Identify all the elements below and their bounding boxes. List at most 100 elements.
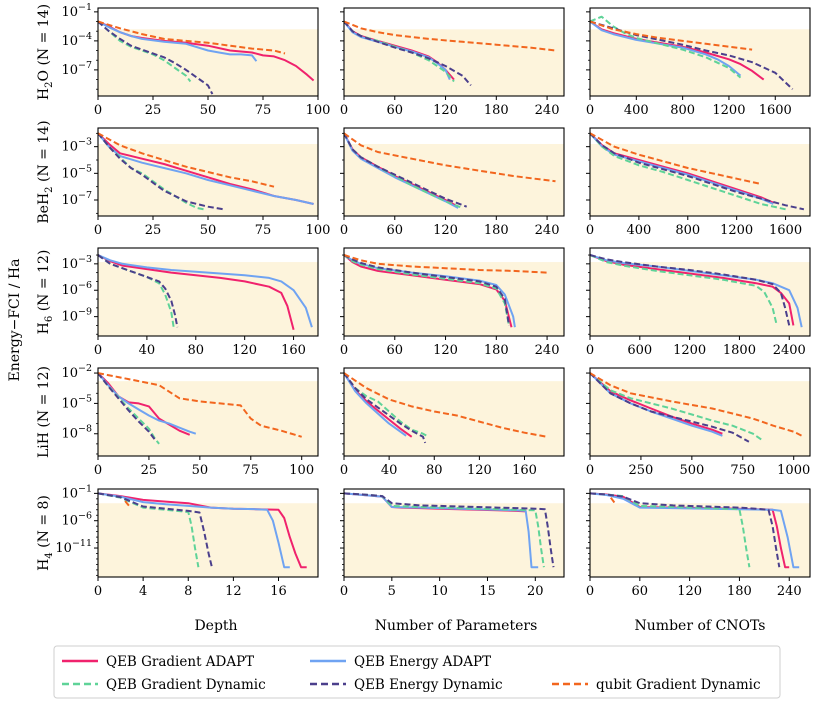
series-qeb-energy-dynamic-beh2-depth (98, 132, 224, 211)
axes-frame-h6-number-of-cnots (589, 247, 811, 337)
xtick-label: 180 (484, 343, 509, 358)
series-qubit-gradient-dynamic-h4-number-of-cnots (609, 497, 616, 504)
xtick-label: 50 (200, 223, 217, 238)
series-qubit-gradient-dynamic-h2o-depth (98, 20, 286, 55)
axes-frame-h4-depth (97, 488, 319, 578)
xtick-label: 0 (340, 223, 348, 238)
y-axis-common-label: Energy−FCI / Ha (7, 259, 23, 382)
xtick-label: 60 (632, 584, 649, 599)
panel-lih-depth: 0 25 50 75 100 10−2 10−5 10−8 LiH (N = 12) (36, 363, 319, 478)
xtick-label: 100 (289, 463, 314, 478)
series-qeb-gradient-dynamic-h6-number-of-cnots (590, 254, 778, 326)
series-qeb-energy-dynamic-h2o-number-of-parameters (344, 20, 472, 87)
series-qubit-gradient-dynamic-lih-depth (98, 372, 302, 438)
panel-h6-number-of-parameters: 0 60 120 180 240 (340, 247, 565, 358)
axes-frame-beh2-number-of-parameters (343, 127, 565, 217)
series-qeb-energy-dynamic-h4-number-of-parameters (344, 492, 555, 568)
xtick-label: 25 (145, 223, 162, 238)
xtick-label: 40 (139, 343, 156, 358)
axes-frame-h6-number-of-parameters (343, 247, 565, 337)
xtick-label: 0 (340, 103, 348, 118)
xtick-label: 120 (232, 343, 257, 358)
xtick-label: 180 (727, 584, 752, 599)
xtick-label: 0 (94, 584, 102, 599)
series-qeb-energy-dynamic-h4-depth (98, 492, 213, 568)
xtick-label: 1000 (777, 463, 810, 478)
xtick-label: 180 (484, 223, 509, 238)
xtick-label: 10 (431, 584, 448, 599)
row-label-lih: LiH (N = 12) (36, 366, 52, 458)
panel-beh2-depth: 0 25 50 75 100 10−3 10−5 10−7 BeH2 (N = 14) (36, 120, 330, 238)
xtick-label: 80 (188, 343, 205, 358)
x-axis-label-parameters: Number of Parameters (375, 618, 538, 634)
axes-frame-h2o-number-of-parameters (343, 7, 565, 97)
ytick-label: 10−6 (61, 511, 92, 529)
series-qubit-gradient-dynamic-h2o-number-of-cnots (590, 20, 753, 51)
panel-h2o-depth: 0 25 50 75 100 10−1 10−4 10−7 H2O (N = 14) (36, 2, 330, 118)
series-qeb-energy-adapt-h2o-number-of-cnots (590, 20, 742, 77)
ytick-label: 10−8 (61, 424, 92, 442)
series-qeb-energy-dynamic-h6-number-of-parameters (344, 254, 510, 326)
accuracy-band-lih-depth (98, 381, 318, 456)
series-qubit-gradient-dynamic-h6-number-of-parameters (344, 254, 548, 274)
axes-frame-lih-number-of-cnots (589, 367, 811, 457)
xtick-label: 120 (433, 343, 458, 358)
series-qeb-energy-dynamic-h6-number-of-cnots (590, 254, 791, 326)
xtick-label: 160 (281, 343, 306, 358)
series-qeb-energy-dynamic-h6-depth (98, 254, 179, 328)
xtick-label: 100 (306, 223, 331, 238)
xtick-label: 8 (184, 584, 192, 599)
xtick-label: 0 (586, 584, 594, 599)
xtick-label: 40 (381, 463, 398, 478)
xtick-label: 120 (677, 584, 702, 599)
xtick-label: 1200 (720, 223, 753, 238)
xtick-label: 250 (629, 463, 654, 478)
series-qeb-energy-adapt-lih-number-of-parameters (344, 372, 407, 437)
xtick-label: 1600 (769, 223, 802, 238)
xtick-label: 1800 (723, 343, 756, 358)
ytick-label: 10−7 (61, 190, 92, 208)
ytick-label: 10−6 (61, 280, 92, 298)
legend: QEB Gradient ADAPT QEB Energy ADAPT QEB … (53, 645, 781, 699)
xtick-label: 0 (586, 343, 594, 358)
accuracy-band-h2o-number-of-cnots (590, 29, 810, 96)
accuracy-band-h6-number-of-parameters (344, 262, 564, 336)
xtick-label: 0 (340, 584, 348, 599)
axes-frame-lih-depth (97, 367, 319, 457)
xtick-label: 0 (94, 223, 102, 238)
series-qeb-gradient-adapt-beh2-number-of-cnots (590, 132, 774, 204)
ytick-label: 10−11 (55, 538, 92, 556)
series-qeb-gradient-dynamic-beh2-number-of-cnots (590, 132, 786, 211)
row-label-beh2: BeH2 (N = 14) (36, 120, 55, 223)
ytick-label: 10−4 (61, 31, 92, 49)
xtick-label: 240 (535, 103, 560, 118)
row-label-h4: H4 (N = 8) (36, 495, 55, 571)
xtick-label: 240 (535, 343, 560, 358)
legend-label-qubit-gradient-dynamic: qubit Gradient Dynamic (596, 677, 761, 693)
xtick-label: 0 (94, 343, 102, 358)
xtick-label: 800 (670, 103, 695, 118)
series-qeb-gradient-adapt-h6-depth (98, 254, 295, 331)
series-qeb-energy-dynamic-beh2-number-of-parameters (344, 132, 468, 208)
legend-frame (53, 645, 781, 699)
axes-frame-h2o-number-of-cnots (589, 7, 811, 97)
xtick-label: 12 (225, 584, 242, 599)
series-qeb-gradient-dynamic-lih-number-of-cnots (590, 372, 764, 442)
xtick-label: 240 (777, 584, 802, 599)
legend-label-qeb-gradient-dynamic: QEB Gradient Dynamic (106, 677, 266, 693)
panel-h6-depth: 0 40 80 120 160 10−3 10−6 10−9 H6 (N = 12) (36, 247, 319, 358)
xtick-label: 0 (340, 343, 348, 358)
panel-lih-number-of-cnots: 0 250 500 750 1000 (586, 367, 811, 478)
series-qeb-gradient-dynamic-h2o-number-of-cnots (590, 15, 742, 79)
ytick-label: 10−9 (61, 307, 92, 325)
xtick-label: 50 (192, 463, 209, 478)
xtick-label: 4 (139, 584, 147, 599)
ytick-label: 10−5 (61, 393, 92, 411)
axes-frame-beh2-number-of-cnots (589, 127, 811, 217)
series-qeb-energy-dynamic-beh2-number-of-cnots (590, 132, 805, 211)
xtick-label: 750 (730, 463, 755, 478)
xtick-label: 25 (145, 103, 162, 118)
xtick-label: 60 (386, 103, 403, 118)
xtick-label: 120 (433, 223, 458, 238)
series-qeb-energy-adapt-lih-depth (98, 372, 197, 435)
